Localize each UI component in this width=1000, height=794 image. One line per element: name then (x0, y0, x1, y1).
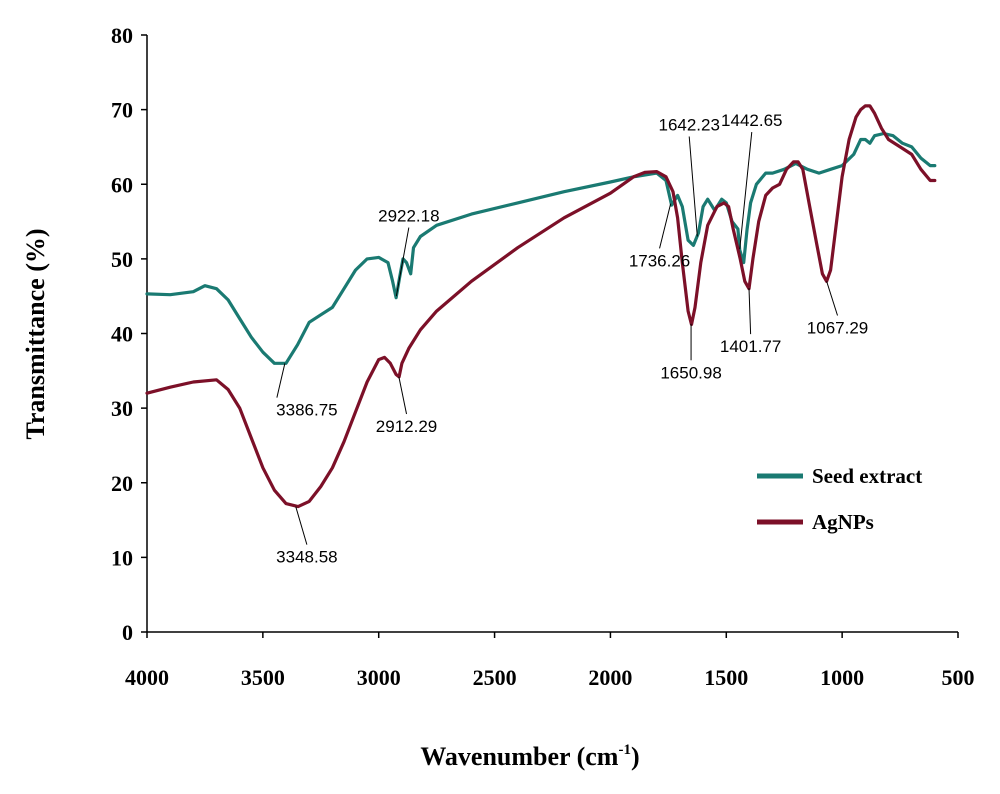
annotation-leader (748, 287, 752, 335)
peak-label: 3348.58 (276, 548, 337, 567)
series-line-agnps (145, 104, 937, 509)
x-tick-label: 2500 (473, 665, 517, 690)
legend: Seed extract AgNPs (757, 464, 922, 534)
peak-label: 2912.29 (376, 417, 437, 436)
peak-annotation: 1401.77 (720, 287, 781, 356)
peak-annotation: 1442.65 (721, 111, 783, 250)
annotations-layer: 2922.18 3386.75 2912.29 3348.58 1642.23 1442.… (276, 111, 868, 567)
annotation-leader (295, 506, 308, 545)
peak-label: 1401.77 (720, 337, 781, 356)
annotation-leader (659, 203, 672, 249)
y-tick-label: 30 (111, 396, 133, 421)
x-axis-title-main: Wavenumber (cm (420, 742, 618, 771)
peak-annotation: 1067.29 (807, 281, 868, 338)
peak-annotation: 1650.98 (660, 323, 722, 382)
y-tick-label: 50 (111, 247, 133, 272)
peak-annotation: 1642.23 (658, 116, 720, 237)
x-tick-label: 4000 (125, 665, 169, 690)
x-tick-label: 2000 (588, 665, 632, 690)
peak-label: 1442.65 (721, 111, 782, 130)
peak-label: 1736.26 (629, 251, 690, 270)
peak-annotation: 2922.18 (378, 207, 440, 297)
peak-annotation: 1736.26 (629, 203, 690, 270)
legend-item-seed-extract: Seed extract (757, 464, 922, 488)
ticks: 0 10 20 30 40 50 60 70 80 4000 3500 3000 2500 2000 150… (111, 23, 975, 690)
peak-annotation: 3386.75 (276, 363, 338, 420)
x-axis-title-end: ) (631, 742, 640, 771)
x-axis-title: Wavenumber (cm-1) (420, 742, 639, 771)
peak-label: 1642.23 (658, 116, 719, 135)
y-tick-label: 40 (111, 322, 133, 347)
series-layer (145, 104, 937, 509)
x-tick-label: 3000 (357, 665, 401, 690)
annotation-leader (276, 363, 286, 398)
peak-annotation: 2912.29 (376, 376, 437, 436)
legend-item-agnps: AgNPs (757, 510, 874, 534)
annotation-leader (826, 281, 838, 316)
annotation-leader (398, 376, 408, 415)
x-axis-title-superscript: -1 (618, 742, 631, 758)
peak-label: 3386.75 (276, 401, 337, 420)
annotation-leader (688, 136, 698, 237)
x-tick-label: 1000 (820, 665, 864, 690)
legend-label-seed-extract: Seed extract (812, 464, 922, 488)
y-tick-label: 80 (111, 23, 133, 48)
peak-label: 1650.98 (660, 363, 721, 382)
peak-label: 2922.18 (378, 207, 439, 226)
y-tick-label: 10 (111, 545, 133, 570)
y-axis-title: Transmittance (%) (21, 228, 50, 439)
y-tick-label: 70 (111, 98, 133, 123)
annotation-leader (739, 131, 753, 250)
annotation-leader (395, 227, 410, 297)
x-tick-label: 3500 (241, 665, 285, 690)
x-tick-label: 1500 (704, 665, 748, 690)
legend-label-agnps: AgNPs (812, 510, 874, 534)
y-tick-label: 0 (122, 620, 133, 645)
y-tick-label: 20 (111, 471, 133, 496)
peak-annotation: 3348.58 (276, 506, 338, 567)
y-tick-label: 60 (111, 172, 133, 197)
x-tick-label: 500 (942, 665, 975, 690)
peak-label: 1067.29 (807, 319, 868, 338)
